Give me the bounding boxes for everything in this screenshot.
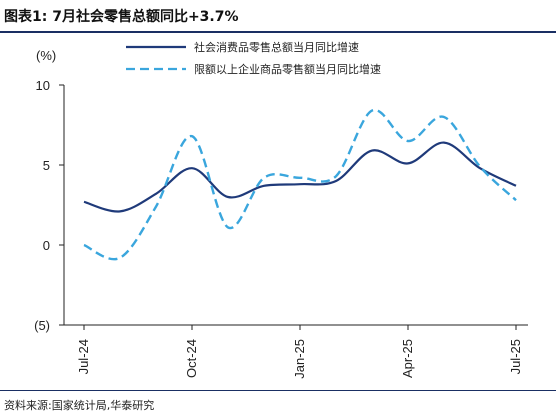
y-tick-label: (5) [34, 318, 50, 333]
series-line-1 [83, 141, 517, 213]
series-lines [83, 108, 517, 261]
chart-title: 图表1: 7月社会零售总额同比+3.7% [4, 9, 239, 25]
x-tick-label: Apr-25 [400, 339, 415, 378]
y-ticks: 10 5 0 (5) [34, 78, 64, 333]
x-tick-label: Jul-25 [508, 339, 523, 374]
x-tick-label: Oct-24 [184, 339, 199, 378]
y-tick-label: 10 [36, 78, 50, 93]
y-tick-label: 5 [43, 158, 50, 173]
y-axis-label: (%) [36, 48, 56, 63]
x-tick-label: Jan-25 [292, 339, 307, 379]
title-divider [0, 31, 556, 33]
y-tick-label: 0 [43, 238, 50, 253]
x-ticks: Jul-24 Oct-24 Jan-25 Apr-25 Jul-25 [76, 325, 523, 379]
source-divider [0, 390, 556, 391]
legend-label-2: 限额以上企业商品零售额当月同比增速 [194, 62, 381, 76]
source-note: 资料来源:国家统计局,华泰研究 [4, 399, 155, 412]
x-tick-label: Jul-24 [76, 339, 91, 374]
legend-label-1: 社会消费品零售总额当月同比增速 [194, 40, 359, 54]
series-line-2 [83, 108, 517, 261]
